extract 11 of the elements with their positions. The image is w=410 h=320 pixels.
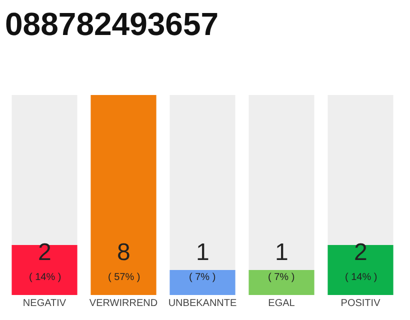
data-label: 8 ( 57% ) (108, 239, 140, 283)
x-tick-label: EGAL (268, 298, 296, 309)
x-tick-label: UNBEKANNTE (168, 298, 237, 309)
data-label: 2 ( 14% ) (345, 239, 378, 283)
data-label: 1 ( 7% ) (268, 239, 295, 283)
data-label: 1 ( 7% ) (189, 239, 216, 283)
x-tick-label: VERWIRREND (89, 298, 158, 309)
x-tick-label: NEGATIV (22, 298, 66, 309)
chart-title: 088782493657 (5, 6, 219, 42)
data-label: 2 ( 14% ) (29, 239, 62, 283)
x-tick-label: POSITIV (340, 298, 381, 309)
